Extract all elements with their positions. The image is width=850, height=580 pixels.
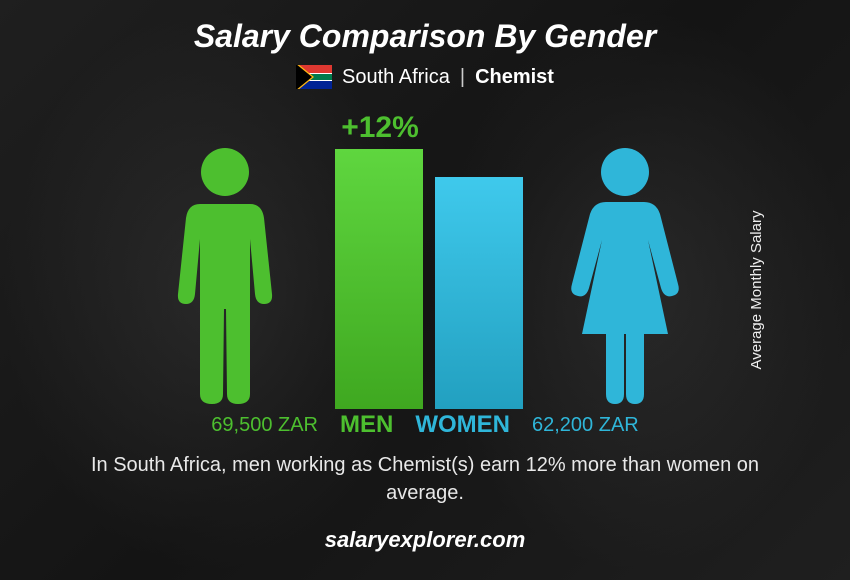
chart-area: +12% 69,500 ZAR MEN WOMEN 62,200 ZAR (0, 109, 850, 439)
men-bar (335, 149, 423, 409)
women-label: WOMEN (415, 411, 510, 439)
separator: | (460, 66, 465, 89)
female-figure-icon (560, 144, 690, 409)
men-value: 69,500 ZAR (211, 414, 318, 437)
percent-difference-label: +12% (320, 111, 440, 145)
y-axis-label: Average Monthly Salary (748, 211, 765, 370)
labels-row: 69,500 ZAR MEN WOMEN 62,200 ZAR (0, 411, 850, 439)
job-label: Chemist (475, 66, 554, 89)
south-africa-flag-icon (296, 65, 332, 89)
male-figure-icon (160, 144, 290, 409)
footer-source: salaryexplorer.com (0, 527, 850, 553)
page-title: Salary Comparison By Gender (0, 0, 850, 55)
women-value: 62,200 ZAR (532, 414, 639, 437)
country-label: South Africa (342, 66, 450, 89)
women-bar (435, 177, 523, 409)
subtitle-row: South Africa | Chemist (0, 65, 850, 89)
caption-text: In South Africa, men working as Chemist(… (0, 451, 850, 507)
men-label: MEN (340, 411, 393, 439)
